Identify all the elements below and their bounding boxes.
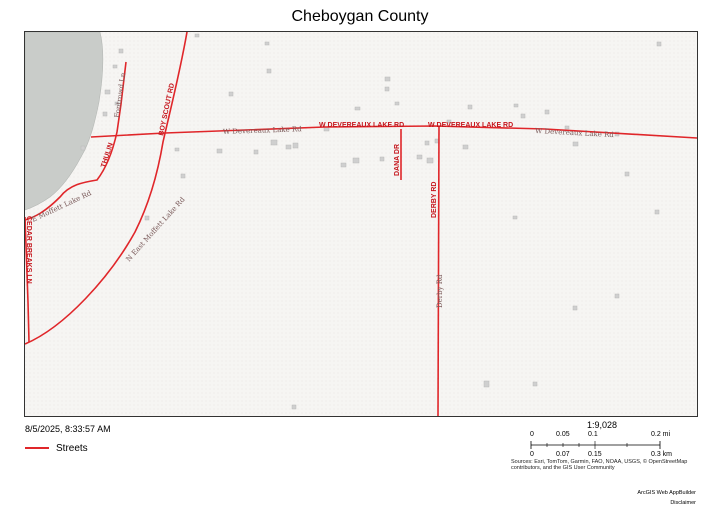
label-derby: DERBY RD	[431, 182, 438, 218]
legend: Streets	[25, 441, 88, 455]
scale-mi-label-1: 0.05	[556, 431, 570, 438]
scale-mi-label-3: 0.2 mi	[651, 431, 671, 438]
road-w-devereaux-lake	[90, 125, 697, 139]
label-w-devereaux-2: W DEVEREAUX LAKE RD	[428, 122, 513, 129]
label-derby-lower: Derby Rd	[436, 274, 444, 308]
road-thulin	[25, 131, 118, 221]
legend-streets-label: Streets	[56, 442, 88, 454]
print-timestamp: 8/5/2025, 8:33:57 AM	[25, 424, 111, 434]
street-network	[25, 32, 697, 416]
road-cedar-breaks	[25, 216, 30, 343]
scale-km-label-2: 0.15	[588, 451, 602, 458]
label-w-devereaux-lower-1: W Devereaux Lake Rd	[223, 125, 303, 136]
label-cedar-breaks: CEDAR BREAKS LN	[25, 216, 32, 284]
app-credit: ArcGIS Web AppBuilder	[637, 490, 696, 496]
disclaimer-link[interactable]: Disclaimer	[670, 500, 696, 506]
scale-km-label-1: 0.07	[556, 451, 570, 458]
label-dana: DANA DR	[394, 144, 401, 176]
building-footprints	[80, 33, 662, 410]
road-boy-scout	[25, 32, 188, 345]
label-w-devereaux-1: W DEVEREAUX LAKE RD	[319, 122, 404, 129]
lake-water	[25, 32, 104, 211]
map-sources: Sources: Esri, TomTom, Garmin, FAO, NOAA…	[511, 459, 688, 471]
map-view[interactable]: W DEVEREAUX LAKE RD W DEVEREAUX LAKE RD …	[24, 31, 698, 417]
map-title: Cheboygan County	[291, 8, 429, 25]
scale-km-label-0: 0	[530, 451, 534, 458]
scale-bar-graphic	[530, 441, 661, 449]
road-derby	[437, 125, 440, 416]
scale-mi-label-2: 0.1	[588, 431, 598, 438]
scale-km-label-3: 0.3 km	[651, 451, 673, 458]
legend-streets-swatch	[25, 447, 49, 449]
scale-bar: 1:9,028 0 0.05 0.1 0.2 mi 0 0.07 0.15 0.…	[510, 420, 690, 480]
road-fontrowd	[116, 61, 127, 133]
scale-ratio: 1:9,028	[587, 420, 618, 430]
scale-mi-label-0: 0	[530, 431, 534, 438]
